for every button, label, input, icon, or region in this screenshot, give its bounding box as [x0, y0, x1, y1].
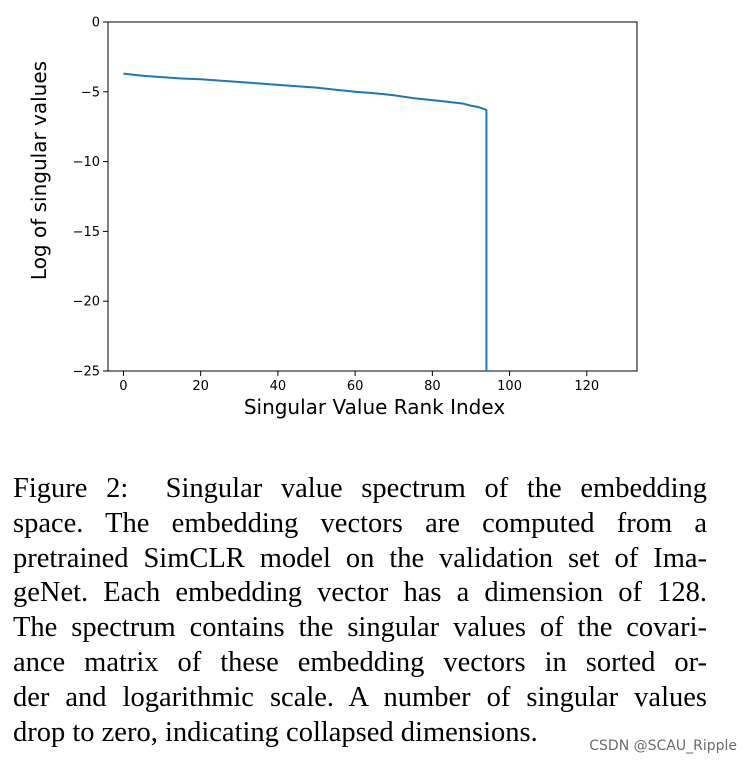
figure-caption: Figure 2: Singular value spectrum of the… — [13, 472, 707, 750]
y-tick-label: −10 — [73, 155, 100, 170]
caption-text: Singular value spectrum of the embedding — [165, 473, 708, 504]
caption-line: The spectrum contains the singular value… — [13, 612, 707, 644]
caption-line: Figure 2: Singular value spectrum of the… — [13, 472, 707, 507]
singular-value-chart: 0 20 40 60 80 100 120 0 −5 −10 −15 −20 −25 Singular… — [27, 16, 638, 419]
y-tick-label: −15 — [73, 225, 100, 240]
y-axis-ticks: 0 −5 −10 −15 −20 −25 — [73, 16, 108, 380]
caption-line: pretrained SimCLR model on the validatio… — [13, 542, 707, 574]
y-axis-label: Log of singular values — [27, 61, 51, 280]
series-line — [123, 72, 488, 371]
x-tick-label: 120 — [574, 379, 599, 394]
plot-area: 0 20 40 60 80 100 120 0 −5 −10 −15 −20 −25 — [73, 16, 638, 394]
y-tick-label: −25 — [73, 365, 100, 380]
figure-label: Figure 2: — [13, 473, 129, 504]
x-tick-label: 100 — [497, 379, 522, 394]
x-tick-label: 80 — [424, 379, 441, 394]
plot-frame — [107, 21, 638, 372]
watermark: CSDN @SCAU_Ripple — [589, 738, 737, 754]
x-tick-label: 20 — [192, 379, 209, 394]
y-tick-label: −20 — [73, 295, 100, 310]
x-axis-ticks: 0 20 40 60 80 100 120 — [119, 371, 599, 394]
caption-line: drop to zero, indicating collapsed dimen… — [13, 716, 538, 748]
x-tick-label: 40 — [270, 379, 287, 394]
x-tick-label: 60 — [347, 379, 364, 394]
series-group — [123, 72, 488, 371]
caption-line: geNet. Each embedding vector has a dimen… — [13, 577, 707, 609]
caption-line: space. The embedding vectors are compute… — [13, 507, 707, 539]
caption-line: der and logarithmic scale. A number of s… — [13, 681, 707, 713]
x-tick-label: 0 — [119, 379, 127, 394]
y-tick-label: −5 — [81, 85, 100, 100]
x-axis-label: Singular Value Rank Index — [244, 395, 506, 419]
y-tick-label: 0 — [92, 16, 100, 31]
caption-line: ance matrix of these embedding vectors i… — [13, 646, 707, 678]
